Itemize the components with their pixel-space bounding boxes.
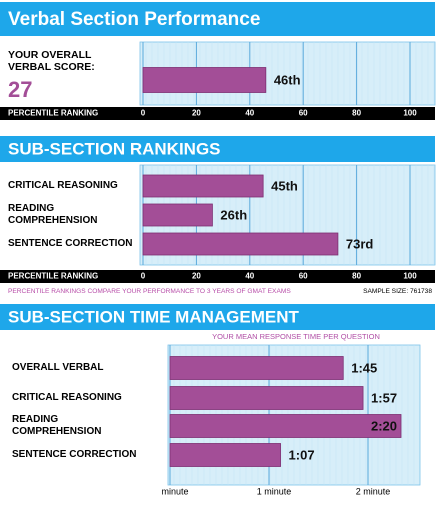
- value-label: 1:57: [371, 390, 397, 405]
- x-tick-label: 60: [299, 272, 308, 281]
- x-tick-label: 100: [403, 272, 417, 281]
- category-label: CRITICAL REASONING: [12, 392, 122, 403]
- section-title: Verbal Section Performance: [8, 9, 260, 30]
- value-label: 2:20: [371, 418, 397, 433]
- x-tick-label: 40: [245, 109, 254, 118]
- value-label: 1:07: [289, 447, 315, 462]
- score-label: YOUR OVERALL VERBAL SCORE:: [8, 49, 95, 73]
- subtitle: YOUR MEAN RESPONSE TIME PER QUESTION: [212, 332, 380, 341]
- x-tick-label: 0: [141, 272, 146, 281]
- x-tick-label: 1 minute: [257, 486, 292, 496]
- value-label: 45th: [271, 178, 298, 193]
- bar: [169, 356, 344, 380]
- section-header: [0, 136, 435, 162]
- category-label: SENTENCE CORRECTION: [12, 449, 137, 460]
- x-tick-label: minute: [161, 486, 188, 496]
- x-tick-label: 80: [352, 272, 361, 281]
- axis-label: PERCENTILE RANKING: [8, 109, 98, 118]
- section-title: SUB-SECTION TIME MANAGEMENT: [8, 307, 300, 326]
- category-label: CRITICAL REASONING: [8, 180, 118, 191]
- category-label: READING COMPREHENSION: [8, 203, 98, 226]
- x-tick-label: 80: [352, 109, 361, 118]
- axis-label: PERCENTILE RANKING: [8, 272, 98, 281]
- category-label: SENTENCE CORRECTION: [8, 238, 133, 249]
- section-header: [0, 2, 435, 36]
- section-title: SUB-SECTION RANKINGS: [8, 139, 221, 158]
- value-label: 46th: [274, 72, 301, 87]
- x-tick-label: 20: [192, 272, 201, 281]
- x-tick-label: 60: [299, 109, 308, 118]
- x-tick-label: 20: [192, 109, 201, 118]
- bar: [142, 203, 213, 227]
- axis-bar: [0, 107, 435, 120]
- bar: [142, 232, 339, 256]
- sample-size: SAMPLE SIZE: 761738: [363, 288, 432, 295]
- x-tick-label: 0: [141, 109, 146, 118]
- section-header: [0, 304, 435, 330]
- x-tick-label: 100: [403, 109, 417, 118]
- category-label: READING COMPREHENSION: [12, 414, 102, 437]
- bar: [169, 386, 364, 410]
- value-label: 26th: [220, 207, 247, 222]
- score: 27: [8, 77, 33, 102]
- x-tick-label: 40: [245, 272, 254, 281]
- x-tick-label: 2 minute: [356, 486, 391, 496]
- footnote: PERCENTILE RANKINGS COMPARE YOUR PERFORM…: [8, 288, 291, 295]
- bar: [169, 414, 402, 438]
- axis-bar: [0, 270, 435, 283]
- bar: [142, 67, 267, 93]
- value-label: 73rd: [346, 236, 374, 251]
- bar: [142, 174, 264, 198]
- value-label: 1:45: [351, 360, 377, 375]
- bar: [169, 443, 281, 467]
- category-label: OVERALL VERBAL: [12, 362, 104, 373]
